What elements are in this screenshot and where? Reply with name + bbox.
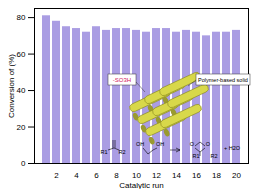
svg-text:R2: R2: [118, 149, 125, 155]
svg-text:20: 20: [17, 123, 26, 132]
svg-text:R2: R2: [210, 153, 217, 159]
svg-text:2: 2: [54, 171, 59, 180]
svg-text:R1: R1: [100, 149, 107, 155]
svg-text:OH: OH: [156, 141, 164, 147]
svg-text:12: 12: [152, 171, 161, 180]
svg-text:14: 14: [172, 171, 181, 180]
svg-text:Conversion of (%): Conversion of (%): [7, 54, 16, 118]
svg-text:40: 40: [17, 86, 26, 95]
svg-text:0: 0: [21, 159, 26, 168]
svg-text:-SO3H: -SO3H: [113, 77, 131, 83]
svg-text:O: O: [206, 141, 211, 147]
svg-text:18: 18: [212, 171, 221, 180]
svg-text:10: 10: [132, 171, 141, 180]
svg-text:80: 80: [17, 13, 26, 22]
svg-text:OH: OH: [136, 141, 144, 147]
svg-text:60: 60: [17, 50, 26, 59]
svg-text:4: 4: [74, 171, 79, 180]
svg-text:Catalytic run: Catalytic run: [119, 181, 163, 189]
svg-text:+ H2O: + H2O: [224, 145, 241, 151]
svg-text:16: 16: [192, 171, 201, 180]
svg-text:6: 6: [94, 171, 99, 180]
svg-text:20: 20: [232, 171, 241, 180]
svg-text:8: 8: [114, 171, 119, 180]
svg-text:O: O: [190, 141, 195, 147]
svg-text:R1: R1: [192, 153, 199, 159]
svg-text:Polymer-based solid: Polymer-based solid: [198, 77, 248, 83]
